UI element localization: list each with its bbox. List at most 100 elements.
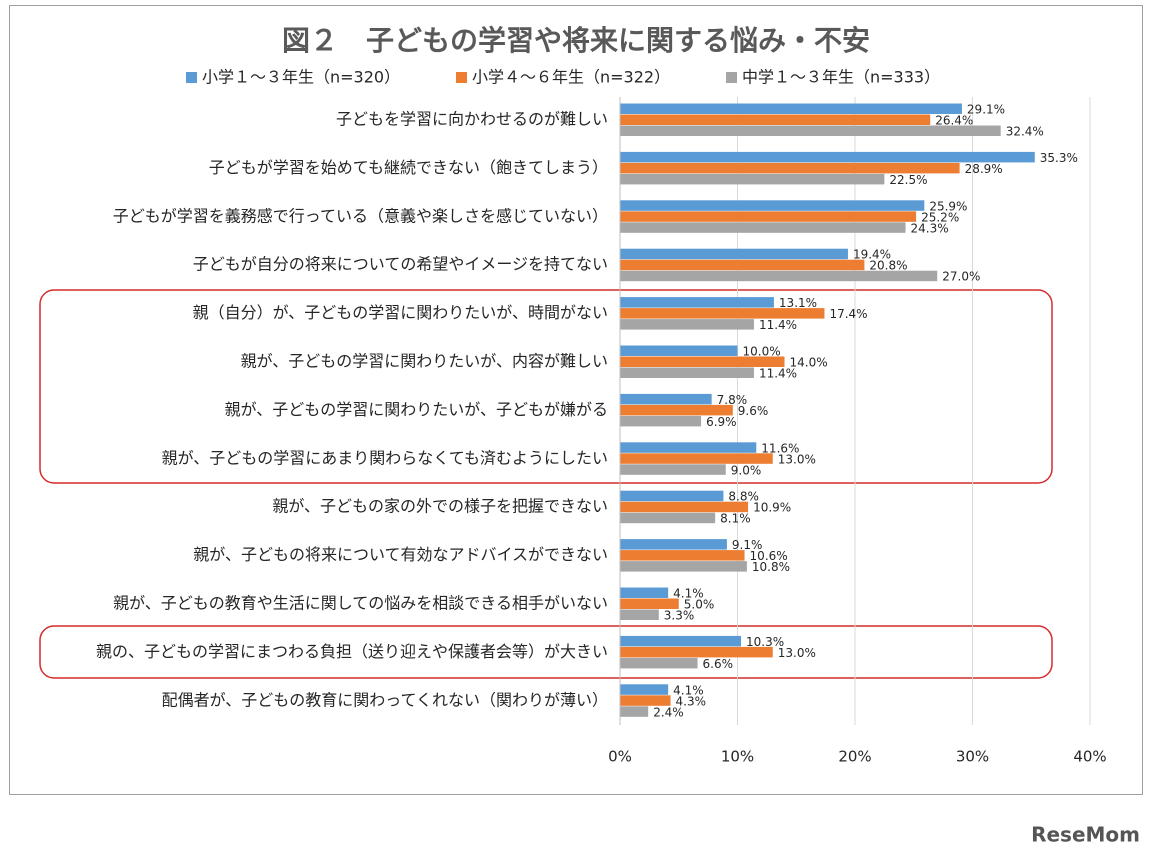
data-label: 25.9% [929,199,967,213]
data-label: 13.0% [778,452,816,466]
data-label: 11.6% [761,441,799,455]
data-label: 9.0% [731,463,762,477]
chart-title: 図２ 子どもの学習や将来に関する悩み・不安 [282,24,870,57]
bar [620,501,749,513]
bar [620,103,962,114]
bar [620,609,659,620]
data-label: 10.0% [743,345,781,359]
bar [620,173,885,185]
data-label: 7.8% [717,393,748,407]
data-label: 10.3% [746,635,784,649]
bar [620,308,825,319]
bar [620,453,773,464]
data-label: 4.1% [673,587,704,601]
data-label: 13.1% [779,296,817,310]
data-label: 10.8% [752,560,790,574]
data-label: 8.1% [720,512,751,526]
x-tick-label: 20% [838,748,871,766]
data-label: 9.1% [732,538,763,552]
data-label: 6.9% [706,415,737,429]
data-label: 24.3% [911,221,949,235]
data-label: 22.5% [889,173,927,187]
bar [620,490,724,502]
bar [620,393,712,405]
legend-swatch [186,72,197,83]
y-tick-label: 子どもが学習を義務感で行っている（意義や楽しさを感じていない） [113,206,608,225]
data-label: 13.0% [778,646,816,660]
data-label: 14.0% [790,356,828,370]
bar [620,415,702,427]
data-label: 29.1% [967,103,1005,117]
legend-swatch [456,72,467,83]
bar [620,345,738,356]
data-label: 11.4% [759,318,797,332]
data-label: 8.8% [728,490,759,504]
data-label: 6.6% [703,657,734,671]
bar [620,297,774,308]
data-label: 27.0% [942,270,980,284]
data-label: 10.9% [753,501,791,515]
bar [620,561,747,572]
data-label: 26.4% [935,114,973,128]
x-tick-label: 0% [608,748,632,766]
data-label: 19.4% [853,248,891,262]
legend-label: 中学１～３年生（n=333） [742,68,940,87]
data-label: 32.4% [1006,125,1044,139]
y-tick-label: 子どもが学習を始めても継続できない（飽きてしまう） [209,158,608,177]
bar [620,539,727,550]
highlight-box [39,289,1053,484]
data-label: 20.8% [869,259,907,273]
data-label: 5.0% [684,598,715,612]
y-tick-label: 配偶者が、子どもの教育に関わってくれない（関わりが薄い） [162,690,608,709]
y-tick-label: 親の、子どもの学習にまつわる負担（送り迎えや保護者会等）が大きい [96,642,608,661]
data-label: 17.4% [829,307,867,321]
bar [620,125,1001,136]
bar [620,404,733,416]
data-label: 3.3% [664,609,695,623]
data-label: 4.1% [673,683,704,697]
data-label: 28.9% [965,162,1003,176]
bar [620,319,754,330]
y-tick-label: 親（自分）が、子どもの学習に関わりたいが、時間がない [193,303,608,322]
data-label: 9.6% [738,404,769,418]
data-label: 35.3% [1040,151,1078,165]
y-tick-label: 親が、子どもの学習にあまり関わらなくても済むようにしたい [162,448,608,467]
highlight-box [39,625,1053,679]
x-tick-label: 30% [956,748,989,766]
bar [620,706,649,717]
data-label: 10.6% [750,549,788,563]
bar [620,695,671,706]
data-label: 11.4% [759,367,797,381]
bar [620,464,726,475]
x-tick-label: 40% [1073,748,1106,766]
y-tick-label: 子どもが自分の将来についての希望やイメージを持てない [193,255,608,274]
data-label: 2.4% [653,705,684,719]
watermark: ReseMom [1031,823,1140,847]
y-tick-label: 子どもを学習に向かわせるのが難しい [336,110,608,129]
bar [620,587,669,598]
bar [620,657,698,669]
bar [620,635,742,647]
y-tick-label: 親が、子どもの家の外での様子を把握できない [272,497,608,516]
bar [620,646,773,658]
bar [620,442,757,453]
bar [620,114,931,125]
bar [620,684,669,695]
bar [620,367,754,378]
bar [620,550,745,561]
chart-frame [9,5,1143,795]
legend-swatch [726,72,737,83]
bar [620,211,917,222]
bar [620,270,938,282]
y-tick-label: 親が、子どもの教育や生活に関しての悩みを相談できる相手がいない [113,594,608,613]
bar [620,512,716,524]
bar [620,222,906,233]
bar [620,200,925,211]
bar [620,151,1035,163]
data-label: 25.2% [921,210,959,224]
data-label: 4.3% [676,694,707,708]
bar [620,162,960,174]
y-tick-label: 親が、子どもの将来について有効なアドバイスができない [193,545,608,564]
bar [620,248,848,260]
